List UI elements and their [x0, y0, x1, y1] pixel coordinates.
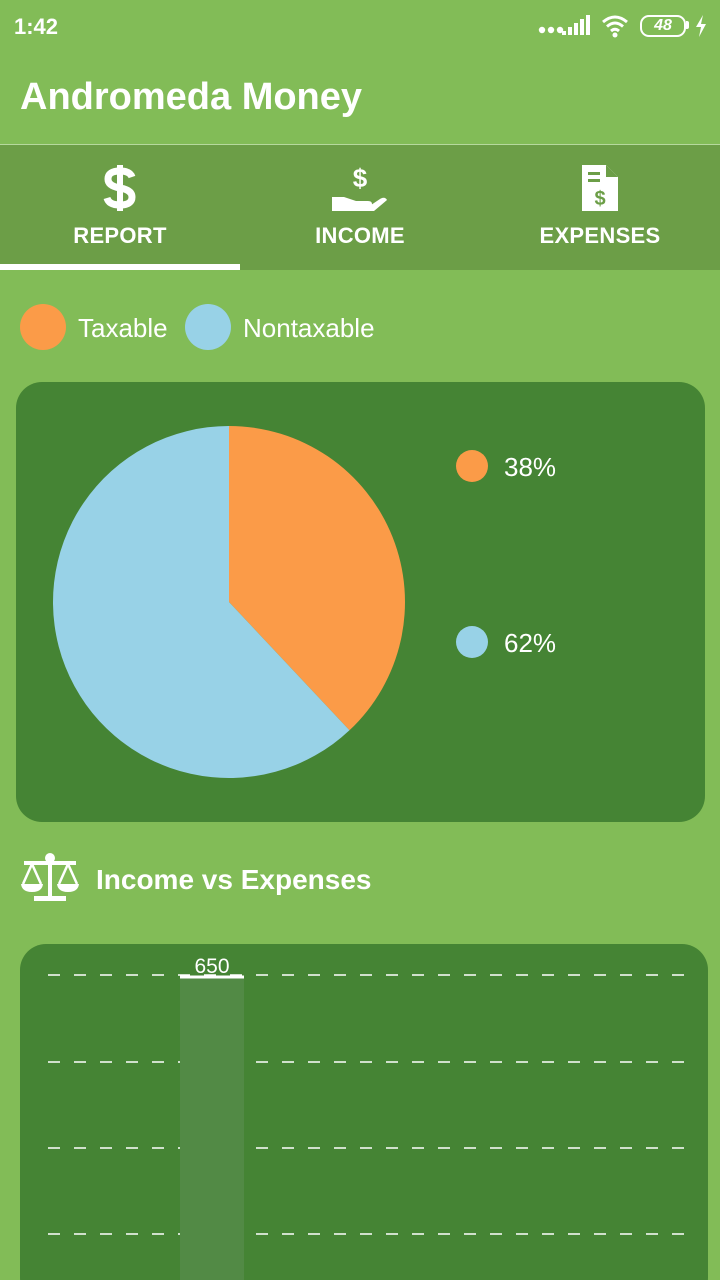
- tab-income[interactable]: $ INCOME: [240, 145, 480, 270]
- tab-expenses[interactable]: $ EXPENSES: [480, 145, 720, 270]
- charging-icon: [696, 15, 706, 37]
- legend-label-taxable: Taxable: [78, 313, 168, 343]
- svg-text:$: $: [353, 163, 368, 193]
- tab-report[interactable]: REPORT: [0, 145, 240, 270]
- tab-indicator: [0, 264, 240, 270]
- status-time: 1:42: [14, 14, 59, 39]
- battery-icon: 48: [640, 15, 686, 37]
- hand-dollar-icon: $: [332, 163, 387, 211]
- section-title: Income vs Expenses: [96, 864, 372, 895]
- bar-chart-card: 650: [20, 944, 708, 1280]
- legend-label-nontaxable: Nontaxable: [243, 313, 375, 343]
- bar-chart: 650: [48, 955, 692, 1280]
- pie-label-swatch: [456, 626, 488, 658]
- invoice-icon: $: [582, 165, 618, 211]
- legend-swatch-taxable: [20, 304, 66, 350]
- tab-bar: REPORT $ INCOME $ EXPENSES: [0, 145, 720, 270]
- bar[interactable]: [180, 977, 244, 1280]
- status-bar: 1:42 48: [0, 0, 720, 52]
- pie-chart: [53, 426, 406, 778]
- battery-nub: [686, 21, 689, 29]
- pie-percent-taxable: 38%: [504, 452, 557, 482]
- legend-swatch-nontaxable: [185, 304, 231, 350]
- bar-value-label: 650: [194, 955, 229, 978]
- app-title: Andromeda Money: [20, 76, 363, 118]
- pie-chart-card: 38% 62%: [16, 382, 705, 822]
- pie-percent-nontaxable: 62%: [504, 628, 557, 658]
- tab-label: INCOME: [315, 223, 405, 248]
- dollar-icon: [103, 165, 136, 211]
- pie-slice-taxable[interactable]: [229, 426, 406, 731]
- wifi-icon: [602, 15, 628, 38]
- dots-icon: [538, 26, 564, 34]
- pie-label-swatch: [456, 450, 488, 482]
- balance-scale-icon: [21, 853, 79, 901]
- divider: [0, 144, 720, 145]
- pie-slice-nontaxable[interactable]: [53, 426, 350, 778]
- svg-text:$: $: [594, 188, 605, 210]
- tab-label: REPORT: [73, 223, 167, 248]
- signal-icon: [562, 15, 590, 35]
- tab-label: EXPENSES: [539, 223, 661, 248]
